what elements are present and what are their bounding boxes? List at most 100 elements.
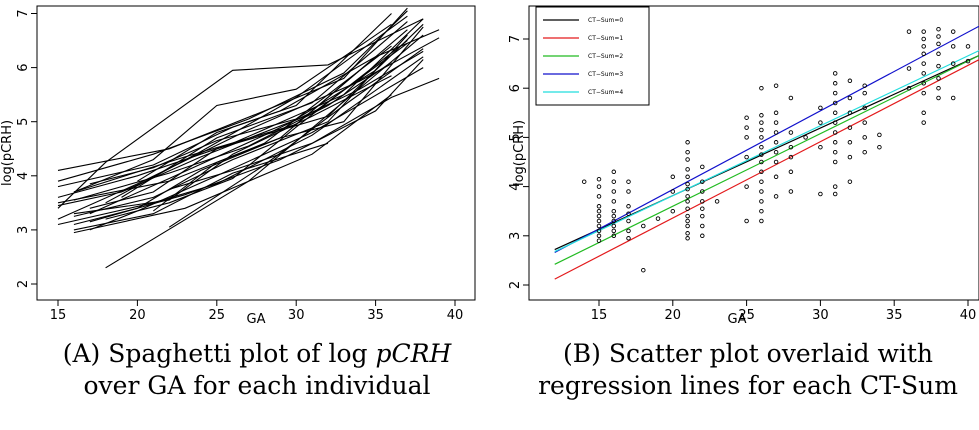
data-point <box>921 36 926 42</box>
y-tick-label: 7 <box>16 9 31 17</box>
y-tick-label: 2 <box>16 280 31 288</box>
x-tick-label: 30 <box>812 308 829 323</box>
data-point <box>832 100 838 106</box>
data-point <box>832 71 838 76</box>
regression-line <box>554 54 979 251</box>
y-tick-label: 2 <box>508 281 523 289</box>
data-point <box>744 154 749 160</box>
data-point <box>611 169 617 175</box>
data-point <box>862 149 867 155</box>
data-point <box>744 125 749 130</box>
data-point <box>611 213 617 219</box>
data-point <box>700 179 705 184</box>
data-point <box>685 157 690 162</box>
data-point <box>906 85 912 91</box>
data-point <box>818 120 823 125</box>
data-point <box>832 140 838 145</box>
individual-line <box>89 67 424 231</box>
y-tick-label: 4 <box>508 182 523 190</box>
data-point <box>759 189 764 194</box>
data-point <box>832 130 838 135</box>
data-point <box>685 186 690 192</box>
data-point <box>700 223 705 229</box>
data-point <box>832 110 838 116</box>
data-point <box>936 76 941 81</box>
data-point <box>847 95 853 101</box>
data-point <box>596 223 602 229</box>
x-tick-label: 20 <box>129 308 146 323</box>
individual-line <box>73 75 392 215</box>
x-tick-label: 40 <box>447 308 464 323</box>
data-point <box>596 176 602 182</box>
data-point <box>862 83 867 88</box>
data-point <box>581 179 587 184</box>
caption-b-line1: (B) Scatter plot overlaid with <box>563 339 933 368</box>
data-point <box>847 154 853 160</box>
x-tick-label: 30 <box>288 308 305 323</box>
data-point <box>596 218 602 224</box>
data-point <box>596 233 602 239</box>
legend-label: CT−Sum=0 <box>588 17 623 24</box>
data-point <box>626 179 631 184</box>
data-point <box>744 135 749 140</box>
plot-a-x-axis: 15 20 25 30 35 40 <box>50 300 464 323</box>
caption-a-line1: (A) Spaghetti plot of log pCRH <box>28 338 486 370</box>
individual-line <box>168 48 424 228</box>
data-point <box>759 199 764 204</box>
data-point <box>773 83 779 88</box>
caption-b: (B) Scatter plot overlaid with regressio… <box>513 338 979 402</box>
data-point <box>921 110 926 116</box>
data-point <box>818 105 823 111</box>
data-point <box>788 154 794 160</box>
caption-b-line2: regression lines for each CT-Sum <box>538 371 958 400</box>
data-point <box>759 208 764 214</box>
data-point <box>759 159 764 165</box>
y-tick-label: 5 <box>16 118 31 126</box>
data-point <box>862 135 867 140</box>
regression-line <box>554 25 979 254</box>
data-point <box>596 184 602 189</box>
data-point <box>700 206 705 211</box>
data-point <box>862 120 867 125</box>
plot-b-y-axis-title: log(pCRH) <box>512 120 527 186</box>
individual-line <box>57 10 408 182</box>
x-tick-label: 15 <box>591 308 608 323</box>
data-point <box>685 218 690 224</box>
data-point <box>936 63 941 69</box>
individual-line <box>73 34 408 217</box>
individual-line <box>73 29 408 193</box>
data-point <box>685 181 690 187</box>
plot-b-legend: CT−Sum=0 CT−Sum=1 CT−Sum=2 CT−Sum=3 CT−Sum=4 <box>535 6 650 106</box>
legend-box <box>535 6 650 106</box>
regression-line <box>554 49 979 253</box>
data-point <box>832 90 838 96</box>
x-tick-label: 25 <box>209 308 226 323</box>
x-tick-label: 40 <box>960 308 977 323</box>
x-tick-label: 35 <box>367 308 384 323</box>
data-point <box>759 169 764 175</box>
data-point <box>759 85 764 91</box>
data-point <box>847 179 853 184</box>
plot-b-frame <box>528 5 979 301</box>
individual-line <box>89 23 424 209</box>
data-point <box>611 223 617 229</box>
x-tick-label: 20 <box>665 308 682 323</box>
plot-b-regression-lines <box>554 25 979 280</box>
individual-line <box>57 37 440 220</box>
data-point <box>626 204 631 209</box>
y-tick-label: 3 <box>508 232 523 240</box>
individual-line <box>73 61 392 201</box>
data-point <box>641 223 646 229</box>
data-point <box>626 236 631 241</box>
data-point <box>950 95 956 101</box>
plot-b-y-axis: 2 3 4 5 6 7 <box>508 35 529 289</box>
individual-line <box>137 29 440 182</box>
y-tick-label: 4 <box>16 172 31 180</box>
individual-line <box>169 77 440 190</box>
individual-line <box>73 94 392 234</box>
data-point <box>685 206 690 211</box>
data-point <box>936 34 941 39</box>
data-point <box>685 199 690 204</box>
data-point <box>773 194 779 199</box>
data-point <box>832 159 838 165</box>
